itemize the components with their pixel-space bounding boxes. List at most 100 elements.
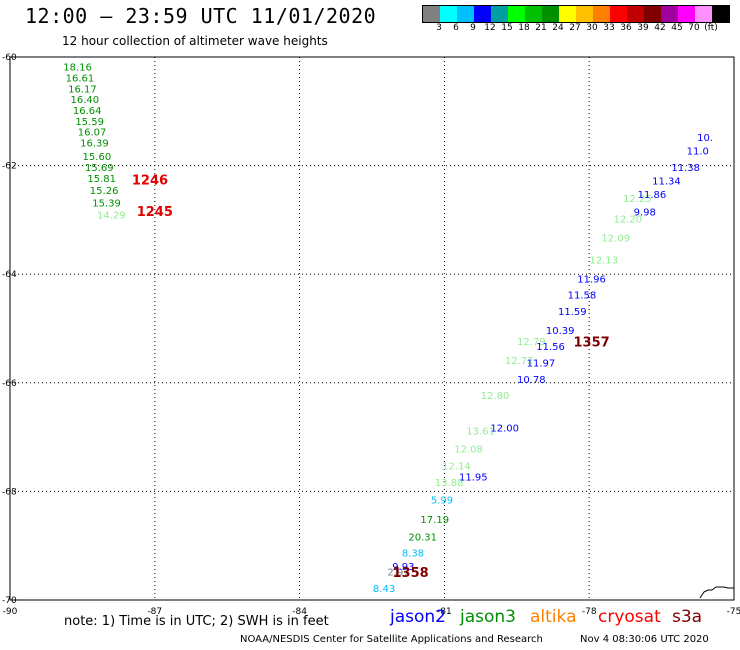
color-scale-label: 3: [436, 23, 442, 33]
color-swatch-15: [678, 6, 695, 22]
y-tick-label: -62: [2, 162, 17, 172]
legend-s3a: s3a: [672, 607, 703, 627]
legend-altika: altika: [530, 607, 577, 627]
wave-height-label: 10.78: [517, 375, 546, 386]
color-swatch-16: [695, 6, 712, 22]
wave-height-label: 12.20: [613, 215, 642, 226]
wave-height-label: 14.29: [97, 210, 126, 221]
wave-height-label: 5.99: [431, 495, 453, 506]
color-swatch-7: [542, 6, 559, 22]
wave-height-label: 13.61: [466, 426, 495, 437]
wave-height-label: 12.13: [589, 255, 618, 266]
x-tick-label: -87: [147, 607, 162, 617]
wave-height-label: 16.17: [68, 84, 97, 95]
color-scale-label: 36: [620, 23, 632, 33]
color-scale-bar: [422, 5, 730, 23]
color-swatch-1: [440, 6, 457, 22]
color-swatch-14: [661, 6, 678, 22]
wave-height-label: 15.59: [75, 117, 104, 128]
y-tick-label: -64: [2, 270, 17, 280]
legend-jason2: jason2: [390, 607, 446, 627]
color-scale-label: 24: [552, 23, 564, 33]
y-tick-label: -68: [2, 487, 17, 497]
wave-height-label: 11.56: [536, 342, 565, 353]
x-tick-label: -78: [582, 607, 597, 617]
wave-height-label: 11.96: [577, 274, 606, 285]
wave-height-label: 16.61: [66, 73, 95, 84]
color-swatch-3: [474, 6, 491, 22]
wave-height-label: 15.81: [87, 174, 116, 185]
color-swatch-9: [576, 6, 593, 22]
wave-height-label: 15.69: [85, 163, 114, 174]
wave-height-label: 12.08: [454, 444, 483, 455]
wave-height-label: 8.38: [402, 549, 424, 560]
color-swatch-0: [423, 6, 440, 22]
x-tick-label: -90: [3, 607, 18, 617]
time-label: 1357: [574, 335, 610, 350]
coastline-path: [699, 586, 734, 599]
wave-height-label: 13.88: [435, 478, 464, 489]
wave-height-label: 8.43: [373, 584, 395, 595]
time-label: 1245: [137, 205, 173, 220]
color-scale-label: 9: [470, 23, 476, 33]
wave-height-label: 15.60: [83, 152, 112, 163]
x-tick-label: -84: [292, 607, 307, 617]
x-tick-label: -81: [437, 607, 452, 617]
wave-height-label: 9.98: [634, 208, 656, 219]
color-scale-label: 70: [688, 23, 700, 33]
wave-height-label: 11.34: [652, 177, 681, 188]
color-swatch-17: [712, 6, 729, 22]
color-swatch-4: [491, 6, 508, 22]
color-scale-labels: 3 6 9 12 15 18 21 24 27 30 33 36 39 42 45 70 (ft): [422, 23, 740, 35]
color-scale-label: 27: [569, 23, 581, 33]
color-scale-label: 6: [453, 23, 459, 33]
color-scale-label: 18: [518, 23, 530, 33]
credit-text: NOAA/NESDIS Center for Satellite Applica…: [240, 634, 543, 645]
color-swatch-8: [559, 6, 576, 22]
chart-subtitle: 12 hour collection of altimeter wave hei…: [62, 34, 328, 48]
wave-height-label: 11.59: [558, 307, 587, 318]
x-tick-label: -75: [727, 607, 740, 617]
wave-height-label: 11.38: [671, 163, 700, 174]
wave-height-label: 12.14: [442, 462, 471, 473]
wave-height-label: 16.07: [78, 128, 107, 139]
color-scale-label: 12: [484, 23, 496, 33]
color-scale-label: 39: [637, 23, 649, 33]
generated-date: Nov 4 08:30:06 UTC 2020: [580, 634, 709, 645]
wave-height-label: 2.97: [387, 568, 409, 579]
wave-height-label: 12.25: [623, 194, 652, 205]
wave-height-label: 11.86: [638, 190, 667, 201]
wave-height-label: 10.39: [546, 326, 575, 337]
color-scale-label: 42: [654, 23, 666, 33]
color-swatch-11: [610, 6, 627, 22]
wave-height-label: 17.19: [420, 515, 449, 526]
color-swatch-2: [457, 6, 474, 22]
color-scale-label: (ft): [704, 23, 718, 33]
wave-height-label: 12.09: [601, 234, 630, 245]
wave-height-label: 18.16: [63, 63, 92, 74]
color-swatch-5: [508, 6, 525, 22]
color-swatch-13: [644, 6, 661, 22]
color-scale-label: 21: [535, 23, 547, 33]
wave-height-label: 12.79: [517, 337, 546, 348]
wave-height-label: 16.64: [73, 106, 102, 117]
wave-height-label: 11.58: [568, 291, 597, 302]
wave-height-label: 12.72: [505, 356, 534, 367]
wave-height-label: 11.95: [459, 473, 488, 484]
time-label: 1246: [132, 174, 168, 189]
wave-height-label: 16.39: [80, 139, 109, 150]
wave-height-label: 12.80: [481, 391, 510, 402]
color-swatch-12: [627, 6, 644, 22]
wave-height-label: 20.31: [408, 532, 437, 543]
color-scale-label: 33: [603, 23, 615, 33]
footer-note: note: 1) Time is in UTC; 2) SWH is in fe…: [64, 614, 329, 629]
wave-height-label: 10.: [697, 133, 713, 144]
wave-height-label: 11.0: [687, 147, 709, 158]
wave-height-label: 16.40: [70, 95, 99, 106]
legend-cryosat: cryosat: [598, 607, 661, 627]
chart-title: 12:00 – 23:59 UTC 11/01/2020: [25, 4, 377, 28]
color-swatch-6: [525, 6, 542, 22]
color-scale-label: 45: [671, 23, 683, 33]
wave-height-label: 15.39: [92, 198, 121, 209]
